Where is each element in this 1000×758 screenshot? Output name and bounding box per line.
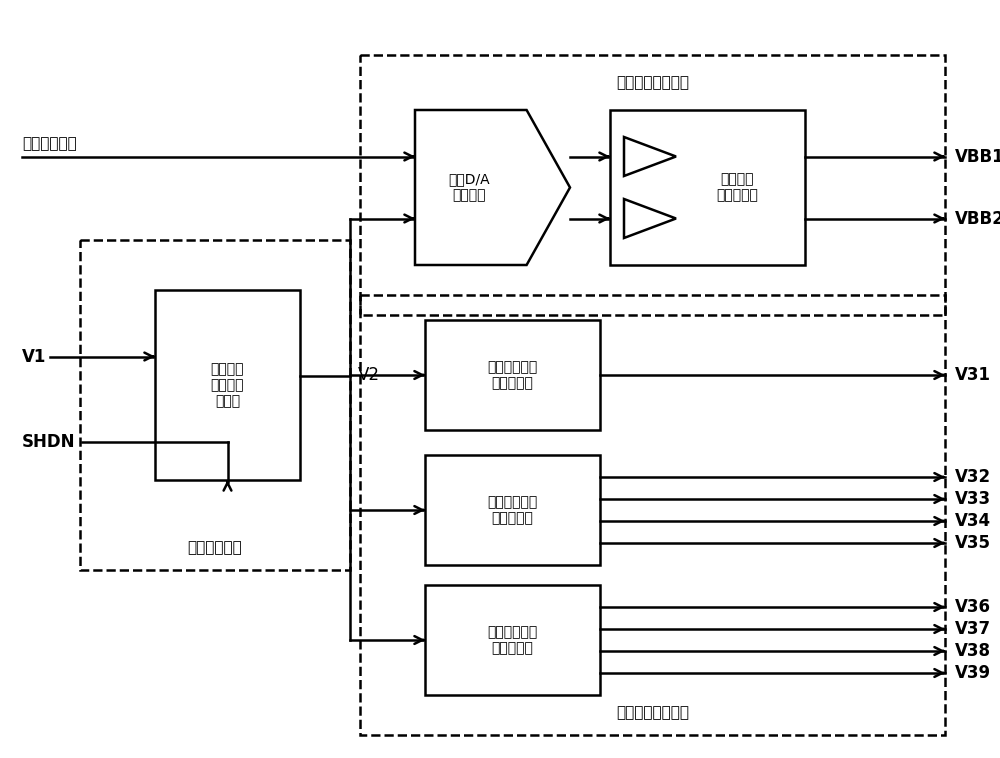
Text: V36: V36	[955, 598, 991, 616]
Text: V37: V37	[955, 620, 991, 638]
Text: 双路运算
放大器芯片: 双路运算 放大器芯片	[716, 172, 758, 202]
Text: SHDN: SHDN	[22, 433, 76, 451]
Text: 电源总控单元: 电源总控单元	[188, 540, 242, 556]
Text: 第二低压差线
性稳压芯片: 第二低压差线 性稳压芯片	[487, 360, 538, 390]
Bar	[425, 585, 600, 695]
Polygon shape	[624, 199, 676, 238]
Bar	[425, 320, 600, 430]
Bar	[155, 290, 300, 480]
Text: 第一四路电压
调整器芯片: 第一四路电压 调整器芯片	[487, 495, 538, 525]
Polygon shape	[624, 137, 676, 176]
Text: 第一低压
差线性稳
压芯片: 第一低压 差线性稳 压芯片	[211, 362, 244, 409]
Text: V31: V31	[955, 366, 991, 384]
Text: V35: V35	[955, 534, 991, 552]
Text: VBB1: VBB1	[955, 148, 1000, 165]
Text: V33: V33	[955, 490, 991, 508]
Text: V1: V1	[22, 347, 46, 365]
Text: VBB2: VBB2	[955, 209, 1000, 227]
Text: 时序控制信号: 时序控制信号	[22, 136, 77, 152]
Text: V34: V34	[955, 512, 991, 530]
Text: V39: V39	[955, 664, 991, 682]
Text: 第二四路电压
调整器芯片: 第二四路电压 调整器芯片	[487, 625, 538, 655]
Text: 多路电源输出单元: 多路电源输出单元	[616, 706, 689, 721]
Bar	[360, 295, 945, 735]
Bar	[80, 240, 350, 570]
Bar	[425, 455, 600, 565]
Text: V32: V32	[955, 468, 991, 486]
Text: V2: V2	[358, 367, 380, 384]
Polygon shape	[415, 110, 570, 265]
Text: V38: V38	[955, 642, 991, 660]
Bar	[360, 55, 945, 315]
Text: 双路偏压输出单元: 双路偏压输出单元	[616, 76, 689, 90]
Text: 双路D/A
转换芯片: 双路D/A 转换芯片	[448, 172, 490, 202]
Bar	[610, 110, 805, 265]
